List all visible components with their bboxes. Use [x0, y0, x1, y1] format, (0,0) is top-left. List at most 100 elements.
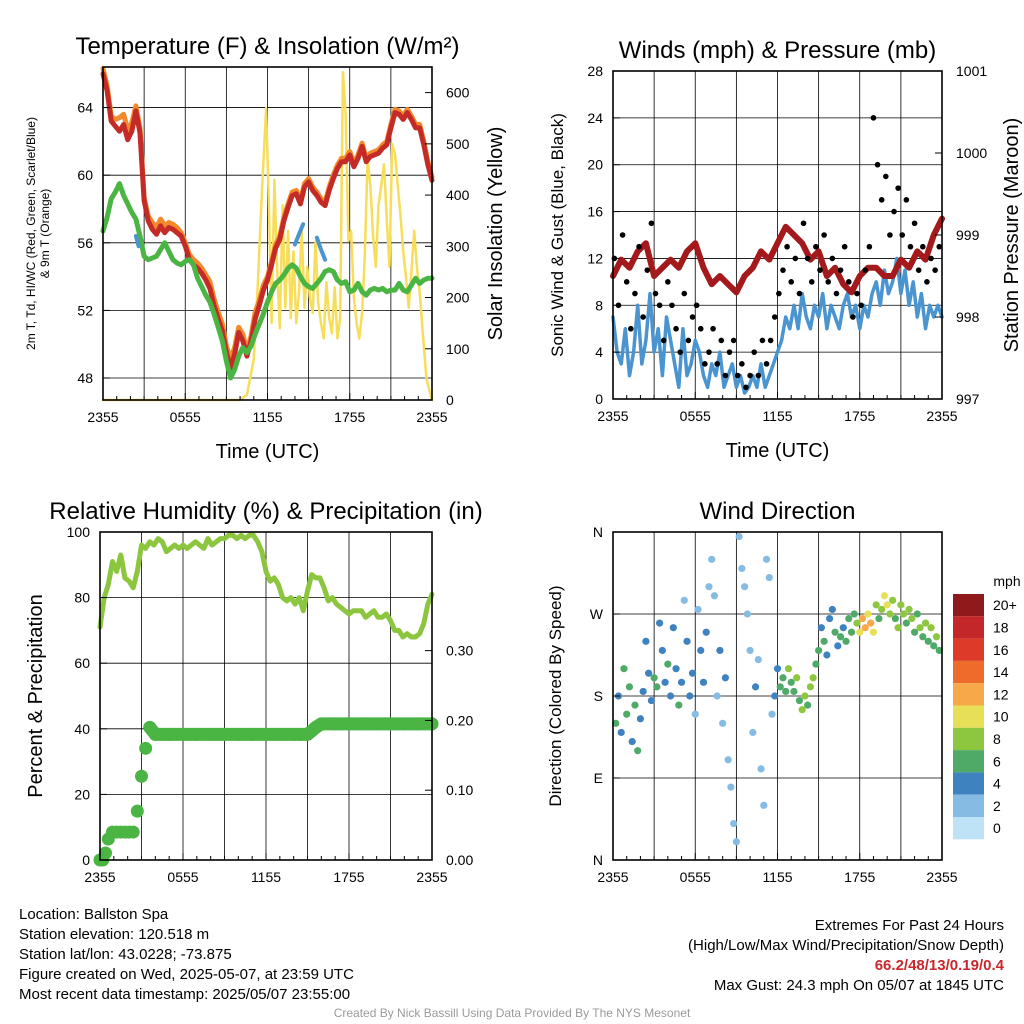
wind-direction-point: [847, 628, 856, 636]
x-tick-label: 0555: [680, 408, 711, 424]
wind-direction-point: [782, 687, 790, 696]
x-tick-label: 2355: [926, 408, 957, 424]
wind-direction-point: [842, 637, 850, 645]
y-tick-label: W: [590, 606, 604, 622]
station-elevation: Station elevation: 120.518 m: [19, 926, 210, 943]
x-tick-label: 2355: [597, 869, 628, 885]
gust-point: [763, 361, 770, 367]
wind-direction-point: [924, 637, 932, 645]
wind-direction-point: [738, 564, 746, 573]
wind-direction-point: [735, 532, 743, 541]
wind-direction-point: [683, 637, 691, 645]
wind-direction-point: [773, 665, 782, 673]
y-tick-label: 24: [587, 110, 603, 126]
legend-label: 10: [993, 709, 1009, 725]
dewpoint-line: [100, 181, 435, 381]
wind-direction-point: [710, 592, 719, 600]
wind-direction-point: [809, 674, 817, 682]
precip-point: [99, 846, 113, 860]
wind-direction-point: [702, 628, 710, 636]
wind-direction-point: [891, 614, 899, 623]
wind-direction-point: [686, 692, 694, 700]
credit-line: Created By Nick Bassill Using Data Provi…: [333, 1006, 691, 1020]
wind-direction-point: [776, 683, 784, 691]
gust-point: [796, 290, 803, 297]
gust-point: [714, 361, 720, 367]
gust-point: [718, 337, 725, 344]
x-tick-label: 2355: [416, 409, 447, 425]
wind-direction-point: [658, 646, 666, 655]
legend-swatch: [953, 794, 984, 817]
x-tick-label: 0555: [170, 409, 201, 425]
wind-direction-point: [623, 710, 631, 718]
gust-point: [759, 337, 766, 344]
wind-direction-point: [765, 573, 773, 582]
wind-direction-point: [825, 614, 834, 623]
y2-tick-label: 1001: [956, 63, 987, 79]
x-tick-label: 1755: [844, 869, 875, 885]
gust-point: [911, 220, 918, 227]
gust-point: [710, 325, 716, 332]
wind-direction-point: [650, 674, 658, 682]
wind-direction-point: [913, 610, 921, 618]
y-tick-label: N: [593, 524, 603, 540]
y-tick-label: 80: [74, 590, 90, 606]
y2-tick-label: 400: [446, 187, 470, 203]
wind-direction-point: [721, 674, 730, 682]
wind-direction-point: [869, 628, 878, 636]
figure-created: Figure created on Wed, 2025-05-07, at 23…: [19, 966, 354, 983]
gust-point: [665, 279, 671, 285]
gust-point: [887, 232, 893, 238]
legend-label: 6: [993, 753, 1001, 769]
heat-index-line: [292, 222, 306, 247]
gust-point: [813, 243, 819, 250]
y-tick-label: 60: [77, 167, 93, 183]
precip-point: [135, 769, 148, 783]
wind-direction-point: [823, 651, 831, 659]
wind-direction-point: [688, 669, 697, 677]
wind-direction-point: [867, 619, 875, 627]
gust-point: [726, 349, 733, 355]
y-tick-label: 60: [74, 655, 90, 671]
max-gust: Max Gust: 24.3 mph On 05/07 at 1845 UTC: [713, 977, 1004, 994]
wind-direction-point: [699, 678, 708, 686]
gust-point: [833, 290, 840, 297]
x-tick-label: 2355: [597, 408, 628, 424]
wind-direction-point: [804, 701, 812, 709]
y-tick-label: 100: [67, 524, 91, 540]
station-latlon: Station lat/lon: 43.0228; -73.875: [19, 946, 232, 963]
x-tick-label: 1155: [251, 869, 281, 885]
y2-tick-label: 997: [956, 391, 980, 407]
gust-point: [920, 243, 926, 250]
y2-tick-label: 0.30: [446, 643, 473, 659]
gust-point: [804, 255, 811, 262]
x-tick-label: 1755: [334, 409, 365, 425]
gust-point: [866, 243, 873, 250]
gust-point: [669, 302, 675, 309]
legend-label: 18: [993, 619, 1009, 635]
gust-point: [623, 279, 630, 285]
wind-direction-point: [836, 633, 845, 641]
wind-direction-point: [730, 819, 738, 828]
legend-label: 14: [993, 664, 1009, 680]
gust-point: [821, 232, 827, 238]
wind-direction-point: [691, 710, 699, 718]
legend-swatch: [953, 817, 984, 840]
extremes-fields: (High/Low/Max Wind/Precipitation/Snow De…: [688, 937, 1004, 954]
gust-point: [747, 372, 753, 379]
most-recent-timestamp: Most recent data timestamp: 2025/05/07 2…: [19, 986, 351, 1003]
wind-direction-point: [787, 678, 795, 686]
wind-direction-point: [771, 692, 779, 700]
wind-direction-point: [754, 655, 762, 664]
wind-direction-point: [861, 624, 869, 632]
wind-direction-point: [653, 683, 661, 691]
y-tick-label: 20: [587, 157, 603, 173]
precip-point: [130, 804, 144, 818]
legend-label: 16: [993, 642, 1009, 658]
gust-point: [632, 290, 638, 297]
y2-tick-label: 100: [446, 341, 470, 357]
gust-point: [882, 173, 889, 180]
wind-direction-point: [705, 583, 713, 591]
y-tick-label: 48: [77, 370, 93, 386]
wind-direction-point: [620, 665, 628, 673]
